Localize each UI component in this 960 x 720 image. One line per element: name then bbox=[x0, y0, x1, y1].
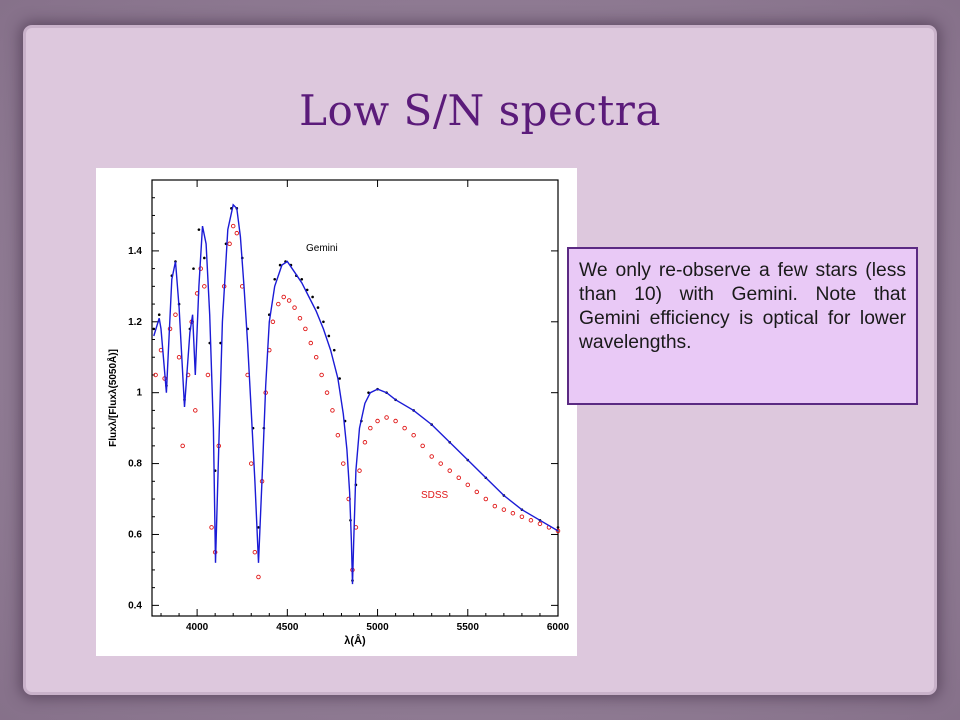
spectrum-plot: 4000 4500 5000 5500 6000 0.4 0.6 0.8 1 1.2 1.4 Gem… bbox=[96, 168, 577, 656]
sdss-point bbox=[474, 489, 480, 495]
sdss-point bbox=[248, 461, 254, 466]
gemini-point bbox=[367, 391, 370, 394]
sdss-point bbox=[537, 521, 543, 527]
gemini-point bbox=[316, 306, 320, 309]
sdss-point bbox=[180, 443, 185, 449]
gemini-point bbox=[157, 313, 161, 316]
sdss-point bbox=[303, 326, 308, 332]
gemini-point bbox=[278, 263, 282, 267]
sdss-point bbox=[402, 425, 407, 431]
note-box: We only re-observe a few stars (less tha… bbox=[567, 247, 918, 405]
sdss-point bbox=[368, 425, 373, 431]
gemini-point bbox=[332, 348, 336, 352]
sdss-point bbox=[313, 354, 319, 360]
sdss-point bbox=[256, 574, 261, 580]
sdss-point bbox=[227, 241, 232, 247]
sdss-series bbox=[153, 223, 561, 580]
sdss-point bbox=[555, 528, 561, 534]
y-tick-label: 1.2 bbox=[128, 317, 142, 328]
gemini-point bbox=[305, 288, 309, 292]
sdss-point bbox=[528, 518, 534, 523]
sdss-point bbox=[483, 496, 489, 502]
sdss-point bbox=[281, 294, 286, 300]
gemini-point bbox=[327, 334, 331, 338]
sdss-point bbox=[176, 354, 182, 360]
sdss-point bbox=[510, 510, 516, 516]
sdss-point bbox=[447, 468, 452, 473]
sdss-point bbox=[335, 432, 341, 438]
y-axis-label: Fluxλ/[Fluxλ(5050Å)] bbox=[106, 349, 119, 447]
slide-title-text: Low S/N spectra bbox=[299, 86, 661, 135]
gemini-point bbox=[300, 277, 304, 281]
sdss-point bbox=[393, 418, 398, 424]
sdss-point bbox=[234, 230, 240, 236]
gemini-point bbox=[152, 327, 156, 331]
sdss-point bbox=[205, 372, 211, 378]
gemini-point bbox=[311, 295, 314, 299]
sdss-point bbox=[362, 440, 368, 445]
y-tick-label: 0.6 bbox=[128, 529, 142, 540]
model-line bbox=[153, 203, 559, 585]
sdss-point bbox=[193, 408, 198, 413]
gemini-point bbox=[273, 277, 277, 281]
sdss-point bbox=[341, 461, 346, 466]
sdss-point bbox=[270, 319, 276, 325]
axis-ticks: 4000 4500 5000 5500 6000 0.4 0.6 0.8 1 1.2 1.4 bbox=[128, 180, 570, 633]
sdss-point bbox=[319, 372, 324, 378]
sdss-point bbox=[519, 514, 525, 519]
sdss-point bbox=[438, 461, 443, 466]
gemini-point bbox=[192, 267, 195, 270]
sdss-point bbox=[286, 298, 292, 303]
gemini-point bbox=[203, 256, 206, 260]
sdss-point bbox=[492, 503, 498, 509]
sdss-point bbox=[420, 443, 425, 449]
sdss-point bbox=[252, 549, 258, 555]
y-tick-label: 1 bbox=[136, 388, 142, 399]
y-tick-label: 0.8 bbox=[128, 459, 142, 470]
sdss-point bbox=[209, 525, 214, 530]
x-tick-label: 6000 bbox=[547, 622, 570, 633]
spectrum-chart-svg: 4000 4500 5000 5500 6000 0.4 0.6 0.8 1 1.2 1.4 Gem… bbox=[106, 179, 570, 647]
sdss-point bbox=[153, 372, 158, 378]
sdss-point bbox=[202, 284, 207, 289]
note-text: We only re-observe a few stars (less tha… bbox=[579, 260, 906, 353]
x-tick-label: 4000 bbox=[186, 622, 209, 633]
sdss-point bbox=[501, 507, 507, 512]
sdss-point bbox=[411, 432, 416, 438]
sdss-point bbox=[384, 415, 389, 420]
y-tick-label: 1.4 bbox=[128, 246, 142, 257]
sdss-point bbox=[330, 408, 335, 413]
sdss-point bbox=[429, 454, 434, 459]
x-tick-label: 5500 bbox=[457, 622, 480, 633]
gemini-point bbox=[197, 228, 201, 231]
gemini-point bbox=[556, 526, 560, 529]
y-tick-label: 0.4 bbox=[128, 600, 142, 611]
slide-title: Low S/N spectra bbox=[0, 86, 960, 135]
sdss-point bbox=[292, 305, 297, 310]
sdss-point bbox=[276, 301, 281, 307]
sdss-point bbox=[456, 475, 462, 481]
sdss-point bbox=[357, 468, 362, 473]
sdss-point bbox=[375, 418, 380, 424]
model-series bbox=[153, 203, 559, 585]
sdss-point bbox=[308, 340, 314, 346]
sdss-point bbox=[297, 315, 303, 321]
sdss-point bbox=[324, 390, 330, 395]
x-tick-label: 5000 bbox=[366, 622, 389, 633]
sdss-point bbox=[173, 312, 178, 317]
sdss-point bbox=[230, 223, 236, 229]
gemini-point bbox=[257, 526, 260, 529]
gemini-point bbox=[322, 320, 325, 324]
gemini-point bbox=[338, 377, 341, 380]
x-tick-label: 4500 bbox=[276, 622, 299, 633]
sdss-annotation: SDSS bbox=[421, 490, 449, 501]
gemini-annotation: Gemini bbox=[306, 243, 338, 254]
x-axis-label: λ(Å) bbox=[344, 634, 366, 647]
sdss-point bbox=[465, 482, 471, 488]
